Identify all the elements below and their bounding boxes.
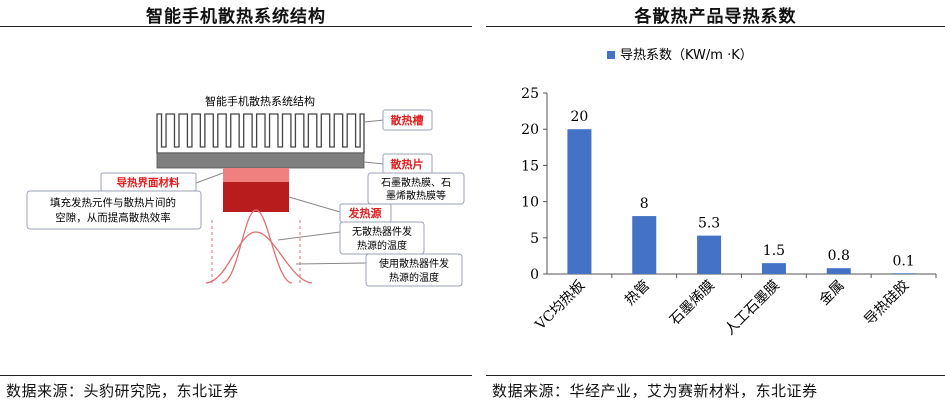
x-tick-labels: VC均热板 热管 石墨烯膜 人工石墨膜 金属 导热硅胶 bbox=[532, 274, 937, 339]
label-source: 发热源 bbox=[348, 206, 382, 220]
label-interface-desc-line1: 填充发热元件与散热片间的 bbox=[50, 196, 176, 209]
x-tick-label: 热管 bbox=[622, 278, 653, 309]
right-title-rule bbox=[486, 26, 945, 27]
connector-source bbox=[288, 196, 341, 213]
label-with-device-line2: 热源的温度 bbox=[389, 271, 439, 284]
bars bbox=[567, 129, 916, 274]
diagram-heading: 智能手机散热系统结构 bbox=[205, 94, 315, 108]
left-panel: 智能手机散热系统结构 智能手机散热系统结构 散热槽 bbox=[0, 0, 472, 406]
bar bbox=[567, 129, 592, 274]
y-tick-label: 20 bbox=[521, 122, 539, 138]
label-interface: 导热界面材料 bbox=[117, 176, 180, 189]
connector-no-device bbox=[277, 231, 341, 241]
bar bbox=[632, 216, 657, 274]
label-box-with-device bbox=[365, 253, 463, 287]
thermal-interface-layer bbox=[223, 168, 289, 182]
value-label: 8 bbox=[640, 196, 649, 212]
y-tick-label: 15 bbox=[521, 158, 539, 174]
left-title-rule bbox=[0, 26, 472, 27]
temperature-curve-no-device bbox=[221, 209, 293, 284]
legend-label: 导热系数（KW/m ·K） bbox=[620, 48, 753, 63]
label-with-device-line1: 使用散热器件发 bbox=[379, 257, 449, 270]
chart-legend: 导热系数（KW/m ·K） bbox=[607, 48, 753, 63]
label-box-plate-desc bbox=[367, 172, 465, 205]
value-label: 0.1 bbox=[892, 253, 914, 269]
label-plate: 散热片 bbox=[391, 157, 424, 171]
bar bbox=[761, 263, 786, 274]
right-source-note: 数据来源：华经产业，艾为赛新材料，东北证券 bbox=[492, 382, 818, 400]
connector-fins bbox=[363, 119, 385, 123]
connector-with-device bbox=[295, 262, 367, 265]
bar bbox=[826, 268, 851, 274]
y-tick-labels: 0 5 10 15 20 25 bbox=[521, 86, 547, 283]
connector-interface bbox=[195, 172, 224, 184]
x-tick-label: 金属 bbox=[816, 278, 847, 309]
value-label: 5.3 bbox=[698, 216, 720, 232]
cooling-structure-diagram: 智能手机散热系统结构 散热槽 散热片 bbox=[26, 94, 465, 287]
right-panel-title: 各散热产品导热系数 bbox=[634, 7, 797, 27]
value-label: 1.5 bbox=[763, 243, 785, 259]
x-tick-label: VC均热板 bbox=[532, 278, 588, 334]
y-tick-label: 5 bbox=[530, 231, 539, 247]
value-label: 0.8 bbox=[828, 248, 850, 264]
temperature-curve-with-device bbox=[205, 231, 313, 284]
x-tick-label: 导热硅胶 bbox=[861, 277, 913, 329]
label-box-interface-desc bbox=[26, 190, 202, 230]
label-no-device-line1: 无散热器件发 bbox=[352, 225, 412, 238]
label-no-device-line2: 热源的温度 bbox=[357, 239, 407, 252]
heat-spreader-plate bbox=[156, 152, 365, 169]
bar bbox=[697, 235, 722, 274]
conductivity-bar-chart: 导热系数（KW/m ·K） 0 5 10 15 20 25 20 8 5.3 1.5 0.8 0.1… bbox=[521, 48, 937, 339]
left-source-rule bbox=[0, 375, 472, 376]
right-source-rule bbox=[486, 375, 945, 376]
connector-plate bbox=[363, 161, 385, 165]
label-plate-desc-line1: 石墨散热膜、石 bbox=[381, 176, 451, 189]
heat-sink-fins bbox=[156, 113, 365, 154]
legend-swatch bbox=[607, 51, 615, 59]
label-box-fins bbox=[382, 109, 433, 131]
left-panel-title: 智能手机散热系统结构 bbox=[146, 7, 326, 27]
label-fins: 散热槽 bbox=[391, 113, 424, 127]
y-tick-label: 0 bbox=[530, 267, 539, 283]
right-panel: 各散热产品导热系数 导热系数（KW/m ·K） 0 5 10 15 20 25 20 8 5.… bbox=[486, 0, 945, 406]
label-plate-desc-line2: 墨烯散热膜等 bbox=[386, 189, 446, 202]
label-interface-desc-line2: 空隙，从而提高散热效率 bbox=[55, 211, 171, 224]
left-source-note: 数据来源：头豹研究院，东北证券 bbox=[6, 382, 239, 400]
heat-source-block bbox=[223, 182, 289, 212]
y-tick-label: 25 bbox=[521, 86, 539, 102]
value-labels: 20 8 5.3 1.5 0.8 0.1 bbox=[571, 109, 915, 269]
x-tick-label: 人工石墨膜 bbox=[722, 278, 783, 339]
x-tick-label: 石墨烯膜 bbox=[667, 278, 718, 329]
y-tick-label: 10 bbox=[521, 195, 539, 211]
bar bbox=[891, 273, 916, 274]
value-label: 20 bbox=[571, 109, 589, 125]
